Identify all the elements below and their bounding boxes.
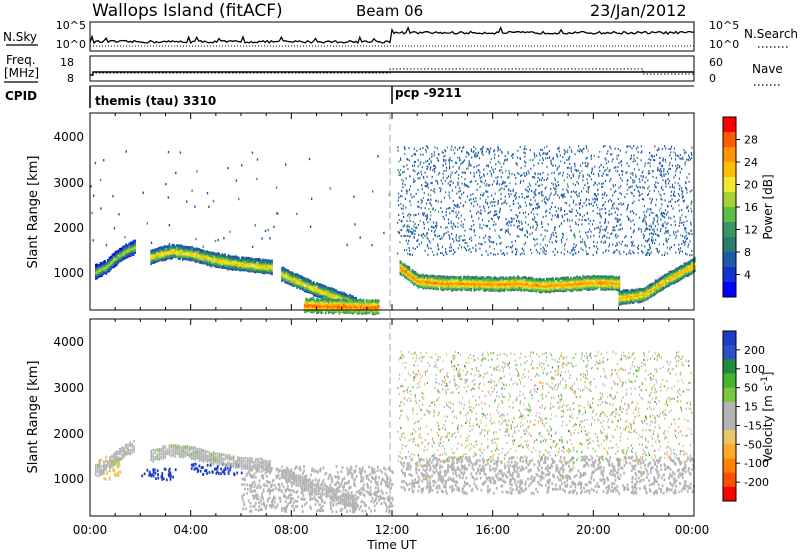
colorbar-tick: -15 [744, 419, 762, 432]
colorbar-tick: -200 [744, 476, 769, 489]
nave-label: Nave [752, 62, 783, 76]
power-ylabel: Slant Range [km] [26, 156, 41, 269]
noise-sky-line [89, 25, 694, 45]
noise-tick-left-bottom: 10^0 [56, 38, 86, 51]
xtick-2: 08:00 [274, 523, 309, 537]
velocity-panel [90, 319, 694, 516]
velocity-ytick-3000: 3000 [53, 381, 84, 395]
cpid-strip [89, 85, 694, 108]
colorbar-tick: 50 [744, 382, 758, 395]
xlabel: Time UT [366, 538, 417, 552]
velocity-ytick-1000: 1000 [53, 472, 84, 486]
power-scatter-layer [90, 145, 696, 316]
nsearch-label: N.Search [744, 27, 798, 41]
power-ytick-2000: 2000 [53, 221, 84, 235]
cpid-segment-themis: themis (tau) 3310 [95, 94, 216, 108]
power-ytick-1000: 1000 [53, 266, 84, 280]
colorbar-tick: 4 [744, 269, 751, 282]
power-ytick-3000: 3000 [53, 176, 84, 190]
colorbar-tick: -100 [744, 457, 769, 470]
noise-tick-right-bottom: 10^0 [709, 38, 739, 51]
xtick-5: 20:00 [576, 523, 611, 537]
velocity-colorbar [723, 331, 736, 502]
beam-title: Beam 06 [356, 2, 423, 20]
date-title: 23/Jan/2012 [590, 1, 687, 20]
power-ytick-4000: 4000 [53, 130, 84, 144]
colorbar-tick: 16 [744, 201, 758, 214]
freq-label-top: Freq. [6, 53, 36, 67]
velocity-colorbar-label: Velocity [m s-1] [760, 372, 775, 463]
colorbar-tick: 200 [744, 344, 765, 357]
cpid-label: CPID [5, 89, 37, 103]
noise-tick-left-top: 10^5 [56, 19, 86, 32]
nave-tick-bottom: 0 [709, 72, 716, 85]
cpid-segment-pcp: pcp -9211 [395, 86, 462, 100]
nave-tick-top: 60 [709, 56, 723, 69]
colorbar-tick: 15 [744, 401, 758, 414]
power-colorbar [723, 117, 736, 298]
station-title: Wallops Island (fitACF) [92, 1, 283, 21]
velocity-scatter-layer [95, 351, 695, 514]
nsky-label: N.Sky [3, 30, 37, 44]
xtick-6: 00:00 [675, 523, 710, 537]
xtick-0: 00:00 [73, 523, 108, 537]
colorbar-tick: 28 [744, 134, 758, 147]
xtick-3: 12:00 [375, 523, 410, 537]
noise-tick-right-top: 10^5 [709, 19, 739, 32]
colorbar-tick: 12 [744, 224, 758, 237]
xtick-1: 04:00 [173, 523, 208, 537]
noise-strip [89, 21, 695, 52]
velocity-ytick-4000: 4000 [53, 335, 84, 349]
velocity-ytick-2000: 2000 [53, 427, 84, 441]
power-colorbar-label: Power [dB] [761, 174, 775, 239]
velocity-ylabel: Slant Range [km] [26, 361, 41, 474]
nave-line [92, 68, 694, 75]
colorbar-tick: -50 [744, 438, 762, 451]
colorbar-tick: 24 [744, 156, 758, 169]
xtick-4: 16:00 [475, 523, 510, 537]
freq-label-unit: [MHz] [4, 66, 39, 80]
colorbar-tick: 8 [744, 246, 751, 259]
colorbar-tick: 100 [744, 363, 765, 376]
freq-tick-bottom: 8 [67, 72, 74, 85]
freq-tick-top: 18 [60, 56, 74, 69]
colorbar-tick: 20 [744, 179, 758, 192]
